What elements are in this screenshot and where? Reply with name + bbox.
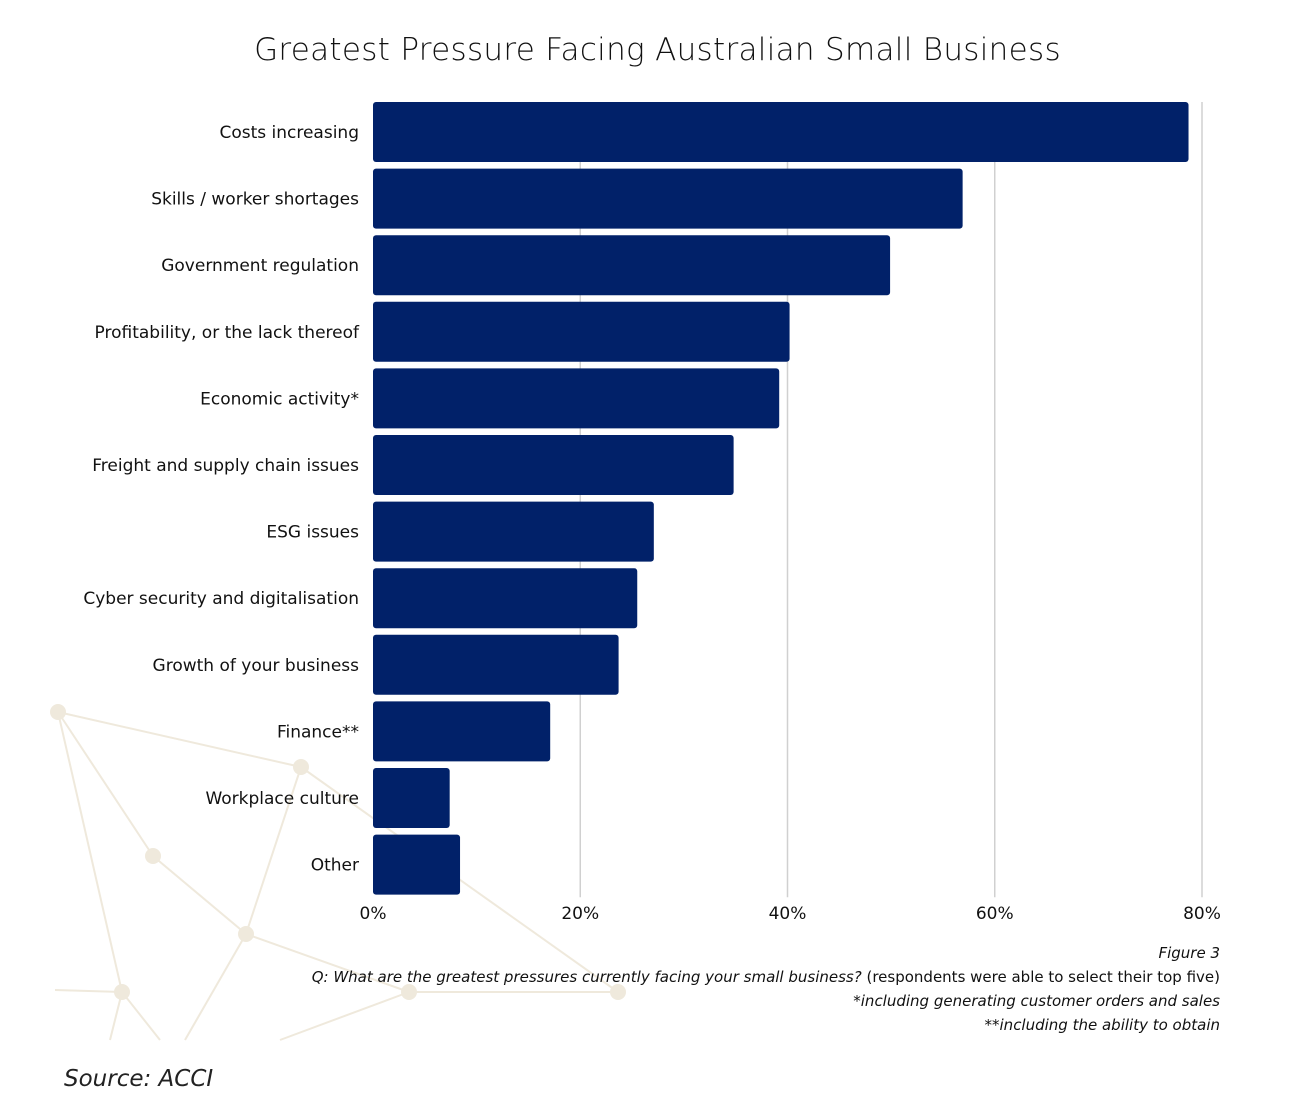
- category-label: Costs increasing: [219, 123, 359, 143]
- bar: [373, 568, 638, 629]
- bar: [373, 235, 891, 296]
- x-tick-label: 80%: [1183, 904, 1221, 924]
- bar: [373, 168, 963, 229]
- question-detail: (respondents were able to select their t…: [861, 968, 1220, 986]
- question-note: Q: What are the greatest pressures curre…: [312, 968, 1220, 986]
- category-label: ESG issues: [266, 523, 359, 543]
- category-label: Other: [311, 856, 359, 876]
- category-label: Cyber security and digitalisation: [83, 589, 359, 609]
- x-tick-label: 0%: [360, 904, 387, 924]
- category-label: Finance**: [277, 722, 359, 742]
- category-label: Skills / worker shortages: [151, 190, 359, 210]
- category-label: Freight and supply chain issues: [92, 456, 359, 476]
- category-label: Economic activity*: [200, 389, 359, 409]
- category-label: Government regulation: [161, 256, 359, 276]
- x-tick-label: 60%: [976, 904, 1014, 924]
- bar: [373, 501, 654, 562]
- chart-title: Greatest Pressure Facing Australian Smal…: [254, 32, 1061, 68]
- category-label: Profitability, or the lack thereof: [95, 323, 360, 343]
- source-label: Source: ACCI: [64, 1066, 214, 1092]
- x-tick-label: 20%: [561, 904, 599, 924]
- bar: [373, 834, 461, 895]
- category-label: Growth of your business: [153, 656, 360, 676]
- footnote-2: **including the ability to obtain: [984, 1016, 1220, 1034]
- category-label: Workplace culture: [205, 789, 359, 809]
- bar: [373, 435, 734, 495]
- x-tick-label: 40%: [769, 904, 807, 924]
- bar: [373, 301, 790, 362]
- figure-label: Figure 3: [1158, 944, 1220, 962]
- bar: [373, 634, 619, 695]
- question-text: Q: What are the greatest pressures curre…: [311, 968, 862, 986]
- bar: [373, 701, 551, 762]
- footnote-1: *including generating customer orders an…: [853, 992, 1220, 1010]
- bar: [373, 368, 780, 429]
- bar: [373, 768, 450, 828]
- bar: [373, 102, 1189, 162]
